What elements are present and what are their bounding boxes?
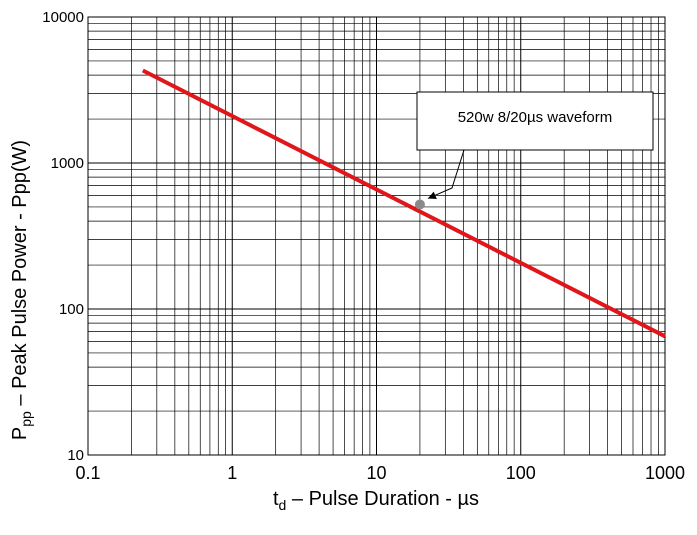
y-tick-label: 10 xyxy=(67,447,84,464)
annotation-leader xyxy=(427,149,465,199)
y-axis-label-text: Peak Pulse Power - Ppp(W) xyxy=(9,140,31,389)
x-tick-label: 10 xyxy=(366,463,386,483)
x-tick-label: 100 xyxy=(506,463,536,483)
marker-point xyxy=(414,199,425,210)
plot-frame xyxy=(87,16,666,456)
series-line xyxy=(141,68,666,339)
series-layer xyxy=(141,68,666,339)
annotation-arrowhead xyxy=(427,191,437,199)
x-tick-label: 1000 xyxy=(645,463,685,483)
x-axis-label-main: t xyxy=(273,488,279,510)
x-tick-label: 1 xyxy=(227,463,237,483)
x-axis-label-text: Pulse Duration - µs xyxy=(309,488,479,510)
x-tick-label: 0.1 xyxy=(75,463,100,483)
annotation: 520w 8/20µs waveform xyxy=(416,91,654,199)
y-tick-label: 10000 xyxy=(42,9,84,26)
x-axis-label-sub: d xyxy=(279,497,287,513)
y-axis-label-main: P xyxy=(9,427,31,440)
y-tick-label: 1000 xyxy=(51,155,84,172)
y-axis-label-sub: pp xyxy=(18,411,34,427)
y-axis-label-dash: – xyxy=(9,389,31,411)
y-tick-labels: 10 100 1000 10000 xyxy=(42,9,84,464)
y-tick-label: 100 xyxy=(59,301,84,318)
x-axis-label-dash: – xyxy=(286,488,308,510)
y-axis-label: Ppp – Peak Pulse Power - Ppp(W) xyxy=(9,140,34,440)
grid xyxy=(87,17,665,456)
annotation-text: 520w 8/20µs waveform xyxy=(458,109,613,126)
annotation-box xyxy=(416,91,654,151)
x-axis-label: td – Pulse Duration - µs xyxy=(273,488,479,513)
x-tick-labels: 0.1 1 10 100 1000 xyxy=(75,463,685,483)
